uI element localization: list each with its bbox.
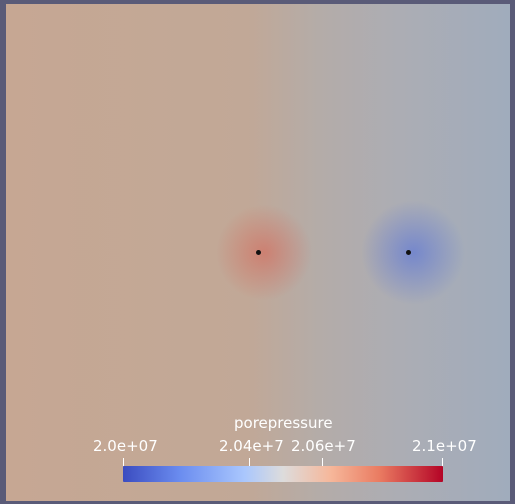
legend-tick-mark-1 (123, 458, 124, 466)
legend-tick-label-1: 2.0e+07 (93, 437, 158, 455)
legend-tick-mark-4 (442, 458, 443, 466)
pressure-sink-probe-right (406, 250, 411, 255)
legend-tick-mark-3 (322, 458, 323, 466)
colorbar (123, 466, 443, 482)
3d-viewport[interactable] (6, 4, 510, 501)
legend-tick-label-2: 2.04e+7 (219, 437, 284, 455)
legend-tick-label-3: 2.06e+7 (291, 437, 356, 455)
legend-tick-mark-2 (249, 458, 250, 466)
legend-tick-label-4: 2.1e+07 (412, 437, 477, 455)
pressure-source-probe-left (256, 250, 261, 255)
legend-title: porepressure (234, 414, 333, 432)
